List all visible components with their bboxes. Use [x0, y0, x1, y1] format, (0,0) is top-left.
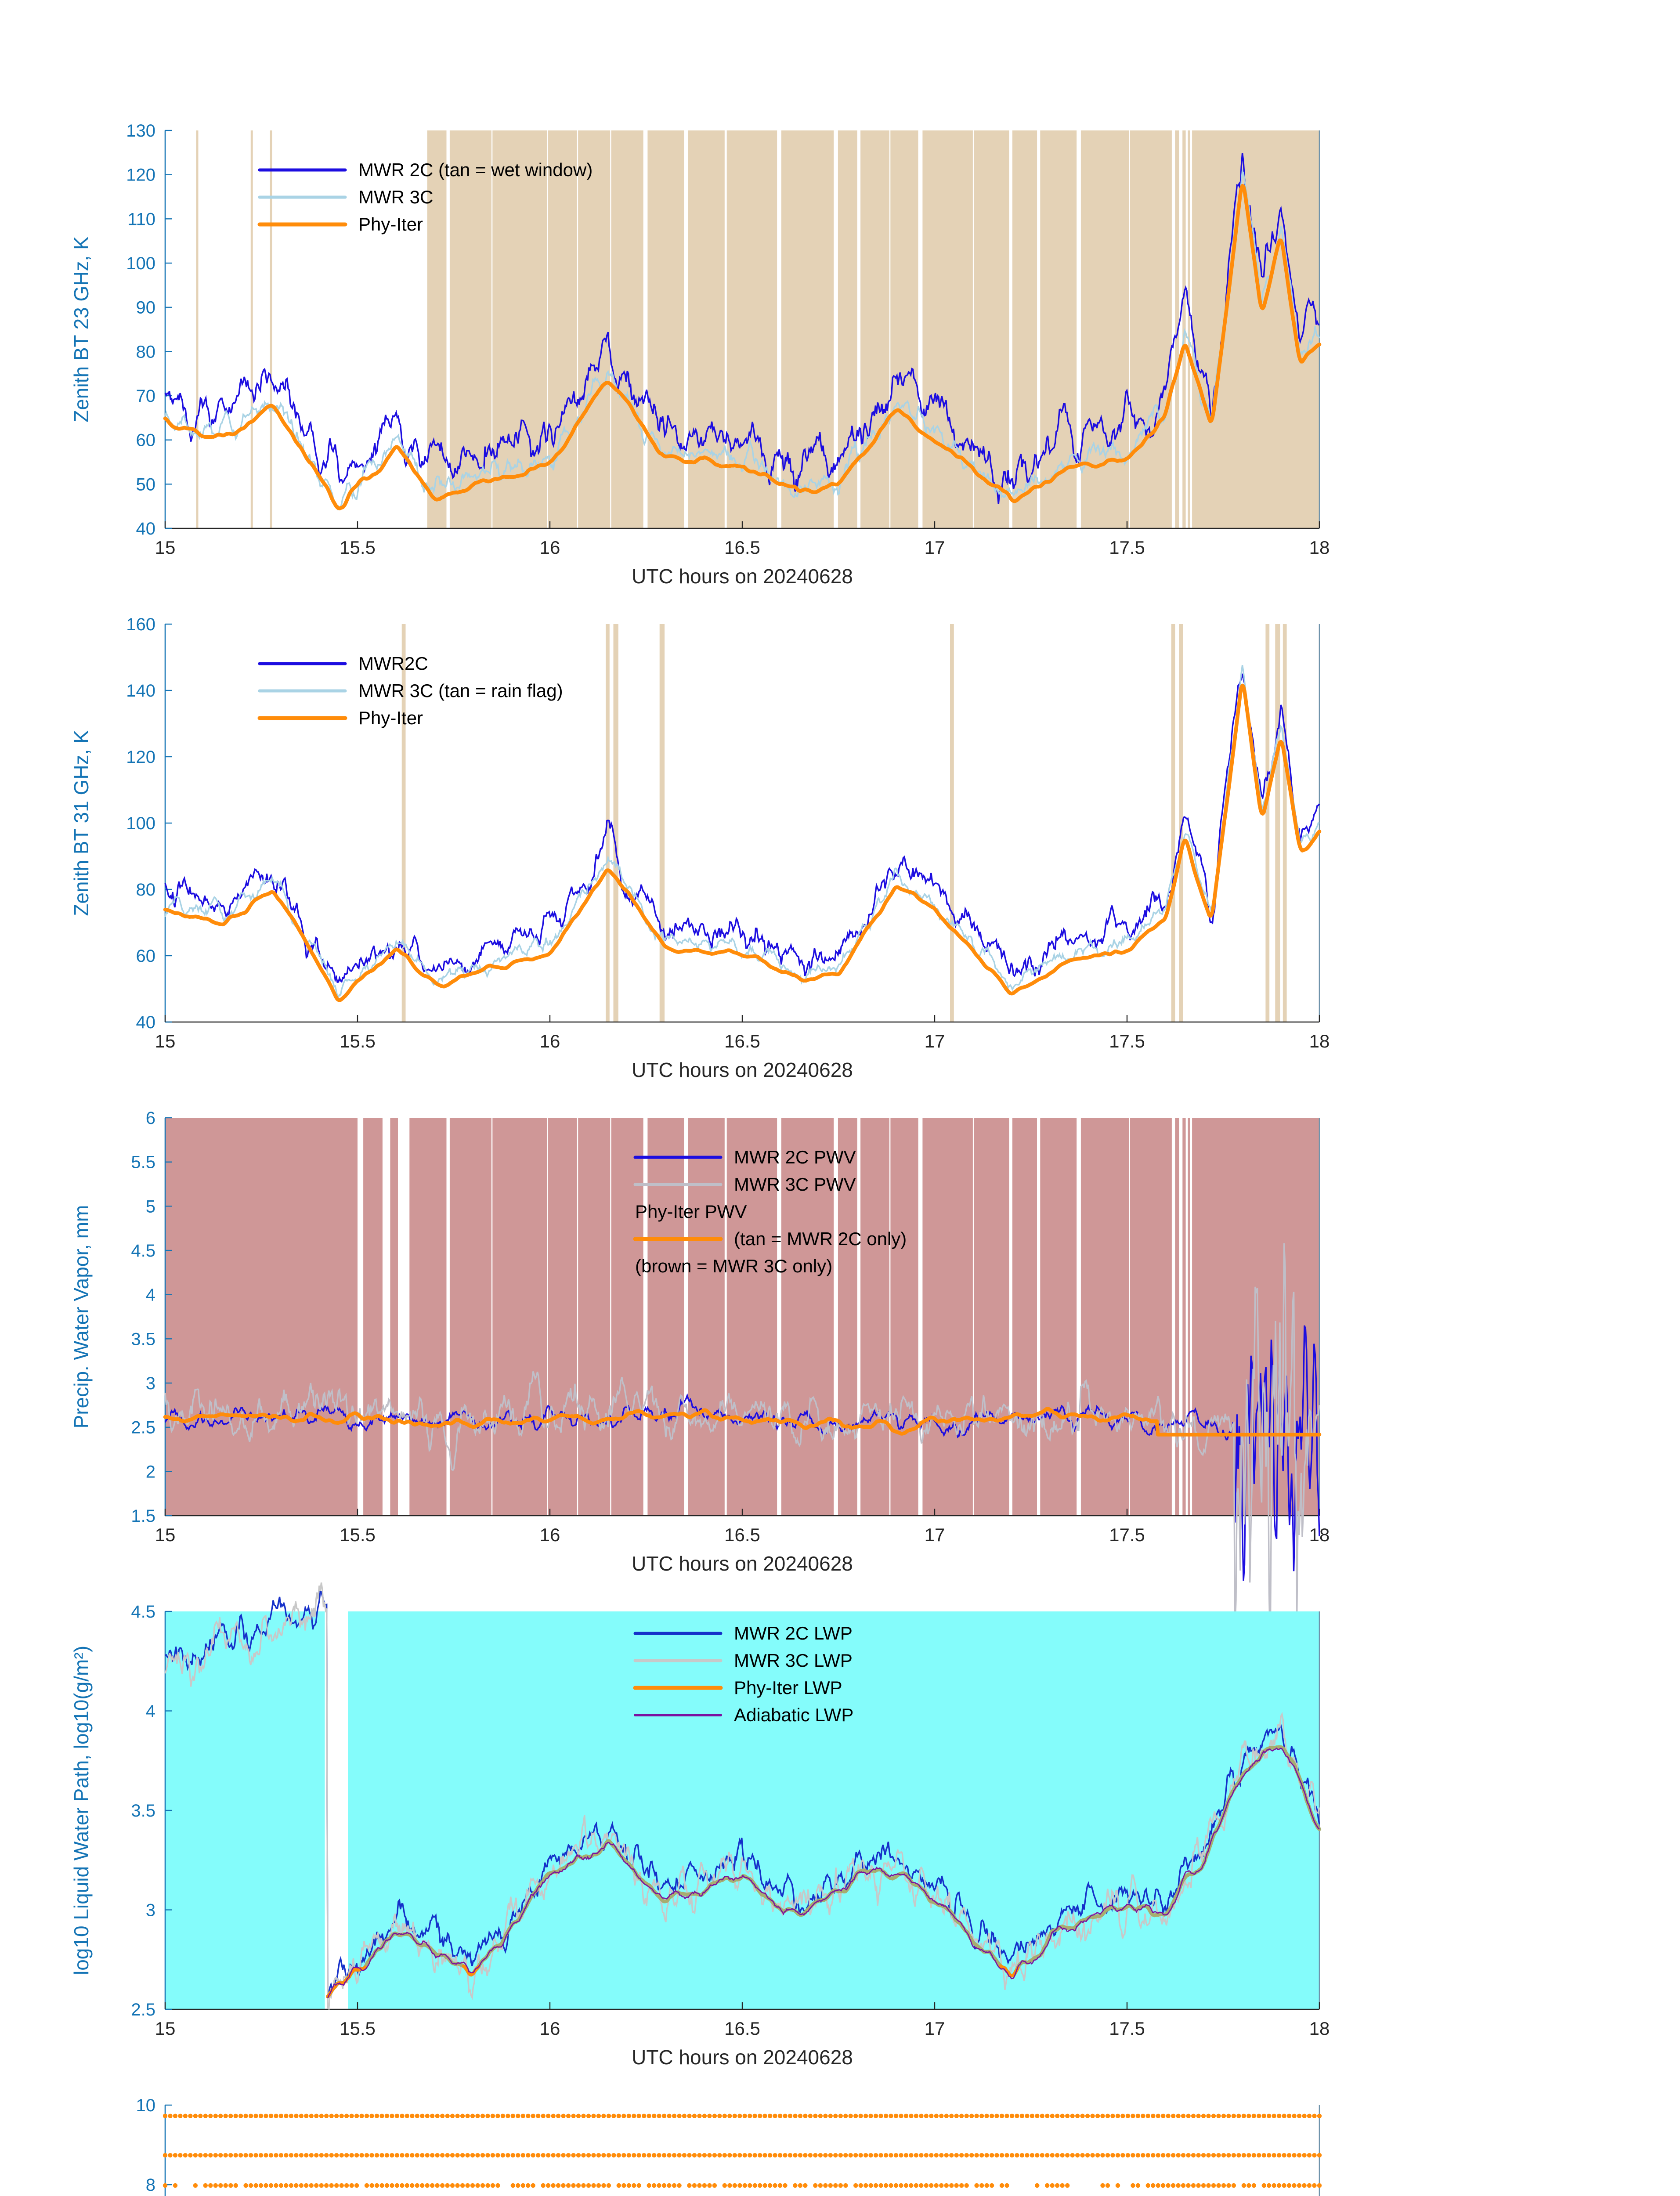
svg-text:Phy-Iter: Phy-Iter — [358, 214, 423, 235]
svg-text:(brown = MWR 3C only): (brown = MWR 3C only) — [635, 1256, 832, 1276]
svg-text:Phy-Iter LWP: Phy-Iter LWP — [734, 1677, 842, 1698]
svg-text:16.5: 16.5 — [724, 537, 760, 558]
svg-text:40: 40 — [136, 519, 156, 538]
svg-text:MWR 3C: MWR 3C — [358, 187, 433, 207]
svg-text:3.5: 3.5 — [131, 1329, 155, 1349]
svg-text:Zenith BT 31 GHz, K: Zenith BT 31 GHz, K — [70, 730, 93, 916]
svg-text:UTC hours on 20240628: UTC hours on 20240628 — [632, 2046, 853, 2069]
svg-text:17.5: 17.5 — [1109, 1524, 1145, 1545]
svg-text:(tan = MWR 2C only): (tan = MWR 2C only) — [734, 1228, 907, 1249]
svg-text:50: 50 — [136, 475, 156, 494]
svg-text:17: 17 — [925, 1524, 945, 1545]
svg-text:Precip. Water Vapor, mm: Precip. Water Vapor, mm — [70, 1205, 93, 1429]
svg-text:15: 15 — [155, 1031, 176, 1051]
svg-text:UTC hours on 20240628: UTC hours on 20240628 — [632, 1058, 853, 1081]
svg-text:2.5: 2.5 — [131, 2000, 155, 2019]
svg-text:15: 15 — [155, 1524, 176, 1545]
svg-text:160: 160 — [126, 615, 155, 634]
svg-text:110: 110 — [127, 209, 155, 229]
svg-text:15.5: 15.5 — [340, 2018, 376, 2039]
svg-text:MWR 3C PWV: MWR 3C PWV — [734, 1174, 856, 1195]
svg-text:16: 16 — [540, 1524, 560, 1545]
svg-text:17.5: 17.5 — [1109, 1031, 1145, 1051]
svg-text:16: 16 — [540, 1031, 560, 1051]
svg-text:16.5: 16.5 — [724, 2018, 760, 2039]
svg-text:10: 10 — [136, 2096, 156, 2115]
svg-text:17.5: 17.5 — [1109, 2018, 1145, 2039]
svg-text:130: 130 — [126, 121, 155, 141]
svg-text:4: 4 — [146, 1286, 155, 1305]
svg-text:15.5: 15.5 — [340, 1524, 376, 1545]
svg-text:3: 3 — [146, 1901, 155, 1920]
svg-text:Phy-Iter PWV: Phy-Iter PWV — [635, 1201, 747, 1222]
svg-text:100: 100 — [126, 254, 155, 273]
svg-text:5.5: 5.5 — [131, 1153, 155, 1172]
svg-text:Adiabatic LWP: Adiabatic LWP — [734, 1705, 853, 1725]
svg-text:MWR 3C (tan = rain flag): MWR 3C (tan = rain flag) — [358, 680, 563, 701]
svg-text:Phy-Iter: Phy-Iter — [358, 708, 423, 728]
svg-text:120: 120 — [126, 166, 155, 185]
svg-text:2.5: 2.5 — [131, 1418, 155, 1438]
svg-text:60: 60 — [136, 431, 156, 450]
svg-text:4.5: 4.5 — [131, 1602, 155, 1622]
svg-text:18: 18 — [1309, 2018, 1330, 2039]
svg-text:16: 16 — [540, 2018, 560, 2039]
svg-text:6: 6 — [146, 1109, 155, 1128]
svg-text:2: 2 — [146, 1462, 155, 1481]
svg-text:3.5: 3.5 — [131, 1801, 155, 1820]
svg-text:UTC hours on 20240628: UTC hours on 20240628 — [632, 565, 853, 588]
svg-text:60: 60 — [136, 946, 156, 966]
svg-text:120: 120 — [126, 748, 155, 767]
svg-text:17: 17 — [925, 2018, 945, 2039]
svg-text:MWR 2C (tan = wet window): MWR 2C (tan = wet window) — [358, 159, 593, 180]
svg-text:70: 70 — [136, 386, 156, 406]
svg-text:17.5: 17.5 — [1109, 537, 1145, 558]
svg-text:8: 8 — [146, 2175, 155, 2195]
svg-text:80: 80 — [136, 342, 156, 361]
svg-text:18: 18 — [1309, 537, 1330, 558]
svg-text:4.5: 4.5 — [131, 1241, 155, 1261]
svg-text:18: 18 — [1309, 1031, 1330, 1051]
svg-text:15: 15 — [155, 537, 176, 558]
svg-text:15.5: 15.5 — [340, 537, 376, 558]
svg-text:1.5: 1.5 — [131, 1506, 155, 1526]
svg-text:UTC hours on 20240628: UTC hours on 20240628 — [632, 1552, 853, 1575]
svg-text:MWR 3C LWP: MWR 3C LWP — [734, 1650, 853, 1671]
svg-text:100: 100 — [126, 814, 155, 833]
svg-text:40: 40 — [136, 1013, 156, 1032]
svg-text:4: 4 — [146, 1702, 155, 1721]
svg-text:MWR2C: MWR2C — [358, 653, 428, 674]
svg-text:15.5: 15.5 — [340, 1031, 376, 1051]
svg-text:140: 140 — [126, 681, 155, 701]
svg-text:MWR 2C LWP: MWR 2C LWP — [734, 1623, 853, 1643]
svg-text:log10 Liquid Water Path, log10: log10 Liquid Water Path, log10(g/m²) — [70, 1646, 93, 1975]
svg-text:17: 17 — [925, 537, 945, 558]
svg-text:MWR 2C PWV: MWR 2C PWV — [734, 1147, 856, 1167]
svg-text:17: 17 — [925, 1031, 945, 1051]
svg-text:16: 16 — [540, 537, 560, 558]
svg-text:Zenith BT 23 GHz, K: Zenith BT 23 GHz, K — [70, 236, 93, 423]
svg-text:80: 80 — [136, 880, 156, 899]
svg-text:16.5: 16.5 — [724, 1031, 760, 1051]
svg-text:3: 3 — [146, 1374, 155, 1393]
svg-text:5: 5 — [146, 1197, 155, 1216]
svg-text:15: 15 — [155, 2018, 176, 2039]
svg-text:90: 90 — [136, 298, 156, 318]
svg-text:16.5: 16.5 — [724, 1524, 760, 1545]
